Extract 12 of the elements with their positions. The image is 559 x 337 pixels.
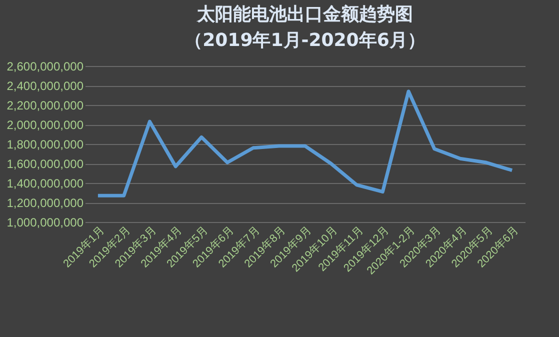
y-tick-label: 2,000,000,000 — [6, 118, 84, 132]
text: （2019年1月-2020年6月） — [184, 30, 426, 51]
line-series — [96, 90, 514, 198]
y-tick-label: 1,400,000,000 — [6, 176, 84, 190]
y-tick-label: 2,400,000,000 — [6, 79, 84, 93]
y-tick-label: 1,800,000,000 — [6, 138, 84, 152]
text: 太阳能电池出口金额趋势图 — [197, 4, 413, 25]
y-tick-label: 1,600,000,000 — [6, 157, 84, 171]
y-tick-label: 1,200,000,000 — [6, 196, 84, 210]
y-tick-label: 2,600,000,000 — [6, 60, 84, 74]
y-tick-label: 1,000,000,000 — [6, 216, 84, 230]
y-tick-label: 2,200,000,000 — [6, 98, 84, 112]
